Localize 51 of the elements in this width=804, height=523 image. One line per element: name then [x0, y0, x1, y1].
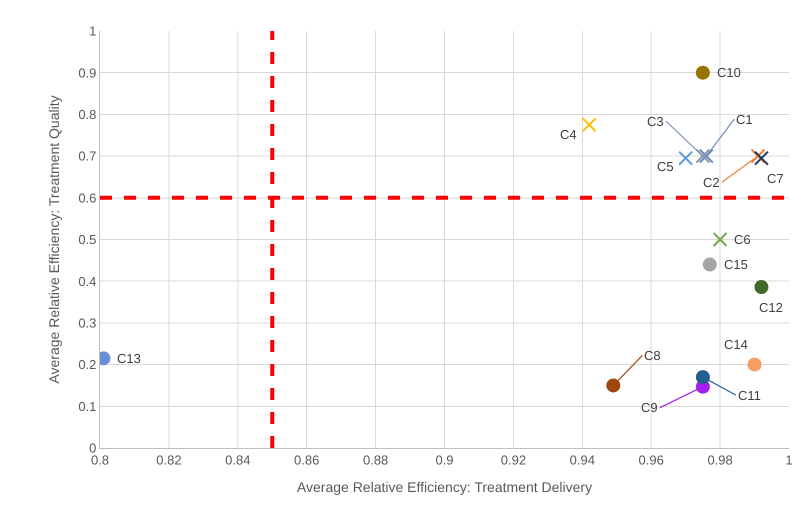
y-tick-label: 0.1	[78, 398, 96, 414]
y-tick-label: 0.2	[78, 357, 96, 372]
series-label: C4	[560, 127, 577, 142]
point	[698, 148, 714, 164]
point	[606, 378, 620, 392]
y-axis-title: Average Relative Efficiency: Treatment Quality	[46, 95, 62, 384]
y-tick-label: 0.6	[78, 190, 96, 206]
text: C8	[644, 348, 661, 363]
point	[702, 258, 717, 272]
point	[754, 150, 769, 166]
text: C11	[738, 388, 761, 403]
y-tick-label: 0.9	[78, 65, 96, 80]
x-tick-label: 0.92	[500, 452, 526, 468]
point	[678, 150, 694, 166]
point	[582, 117, 597, 132]
x-tick-label: 0.82	[156, 452, 182, 468]
point	[750, 148, 766, 164]
y-tick-label: 0.4	[78, 274, 96, 289]
text: C1	[736, 112, 753, 127]
x-tick-label: 0.86	[294, 452, 320, 468]
x-tick-label: 1	[785, 452, 793, 468]
series-label: C12	[759, 300, 783, 315]
y-tick-label: 0	[89, 440, 96, 456]
series-label: C10	[717, 65, 741, 80]
series-label: C14	[724, 337, 748, 352]
x-tick-label: 0.9	[435, 452, 454, 468]
point	[712, 232, 728, 247]
x-tick-label: 0.84	[225, 452, 250, 468]
point	[754, 280, 768, 294]
y-tick-label: 1	[89, 24, 96, 39]
point	[695, 148, 710, 164]
y-tick-label: 0.5	[78, 232, 96, 248]
y-tick-label: 0.7	[78, 148, 96, 164]
x-tick-label: 0.98	[707, 452, 733, 468]
series-label: C6	[734, 232, 751, 247]
point	[696, 66, 710, 80]
text: C2	[703, 175, 720, 190]
y-tick-label: 0.3	[78, 315, 96, 330]
x-axis-title: Average Relative Efficiency: Treatment Delivery	[296, 478, 592, 495]
series-label: C13	[117, 351, 141, 366]
x-tick-label: 0.94	[570, 452, 595, 468]
y-tick-label: 0.8	[78, 106, 96, 122]
point	[748, 358, 762, 372]
series-label: C15	[724, 257, 748, 272]
point	[696, 370, 710, 384]
series-label: C5	[657, 159, 674, 174]
text: C9	[641, 400, 658, 415]
x-tick-label: 0.96	[638, 452, 664, 468]
series-label: C7	[767, 171, 784, 186]
x-tick-label: 0.88	[362, 452, 388, 468]
text: C3	[647, 114, 664, 129]
